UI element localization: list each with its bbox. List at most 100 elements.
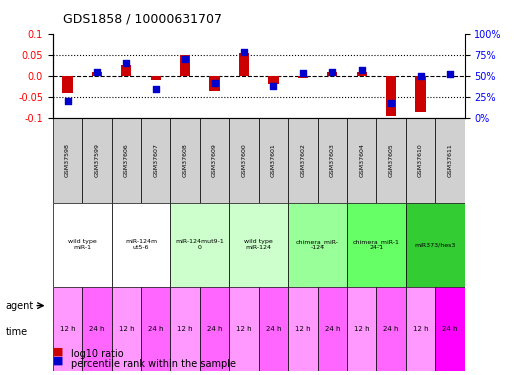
FancyBboxPatch shape: [259, 118, 288, 202]
Text: chimera_miR-1
24-1: chimera_miR-1 24-1: [353, 239, 400, 250]
Bar: [180, 55, 190, 76]
FancyBboxPatch shape: [111, 287, 141, 371]
FancyBboxPatch shape: [171, 202, 229, 287]
Point: [357, 67, 366, 73]
Text: GSM37598: GSM37598: [65, 143, 70, 177]
FancyBboxPatch shape: [82, 287, 111, 371]
Bar: [356, 72, 367, 76]
Text: GSM37603: GSM37603: [330, 143, 335, 177]
FancyBboxPatch shape: [171, 287, 200, 371]
Text: GSM37601: GSM37601: [271, 144, 276, 177]
Text: ■: ■: [53, 346, 63, 356]
Text: 12 h: 12 h: [236, 326, 252, 332]
Text: time: time: [5, 327, 27, 337]
Bar: [92, 72, 102, 76]
Text: miR373/hes3: miR373/hes3: [414, 242, 456, 247]
Bar: [121, 65, 131, 76]
Point: [328, 69, 336, 75]
Bar: [327, 72, 337, 76]
Text: GSM37604: GSM37604: [359, 143, 364, 177]
Text: GSM37610: GSM37610: [418, 144, 423, 177]
Text: 24 h: 24 h: [266, 326, 281, 332]
FancyBboxPatch shape: [288, 202, 347, 287]
Text: GDS1858 / 10000631707: GDS1858 / 10000631707: [63, 12, 222, 26]
FancyBboxPatch shape: [111, 118, 141, 202]
Text: 24 h: 24 h: [442, 326, 458, 332]
Text: GSM37599: GSM37599: [95, 143, 99, 177]
FancyBboxPatch shape: [288, 287, 317, 371]
Text: wild type
miR-1: wild type miR-1: [68, 239, 97, 250]
Text: 12 h: 12 h: [354, 326, 370, 332]
FancyBboxPatch shape: [347, 118, 376, 202]
Text: GSM37606: GSM37606: [124, 144, 129, 177]
FancyBboxPatch shape: [229, 202, 288, 287]
Point: [181, 56, 190, 62]
Text: wild type
miR-124: wild type miR-124: [244, 239, 273, 250]
Text: log10 ratio: log10 ratio: [71, 350, 124, 359]
FancyBboxPatch shape: [317, 287, 347, 371]
Text: GSM37607: GSM37607: [153, 143, 158, 177]
Point: [269, 83, 278, 89]
Bar: [298, 76, 308, 78]
Point: [152, 86, 160, 92]
Bar: [386, 76, 396, 116]
Point: [122, 60, 130, 66]
Text: 24 h: 24 h: [207, 326, 222, 332]
Text: 12 h: 12 h: [177, 326, 193, 332]
Point: [93, 69, 101, 75]
FancyBboxPatch shape: [435, 287, 465, 371]
FancyBboxPatch shape: [111, 202, 171, 287]
Point: [63, 98, 72, 104]
Bar: [268, 76, 279, 84]
Text: GSM37605: GSM37605: [389, 144, 393, 177]
Text: GSM37608: GSM37608: [183, 144, 187, 177]
Text: 24 h: 24 h: [148, 326, 164, 332]
Point: [387, 100, 395, 106]
FancyBboxPatch shape: [53, 287, 82, 371]
Bar: [62, 76, 73, 93]
FancyBboxPatch shape: [229, 118, 259, 202]
Text: ■: ■: [53, 356, 63, 366]
Point: [240, 50, 248, 55]
Text: GSM37600: GSM37600: [241, 144, 247, 177]
FancyBboxPatch shape: [347, 287, 376, 371]
Text: GSM37609: GSM37609: [212, 143, 217, 177]
Text: 12 h: 12 h: [60, 326, 76, 332]
Text: 24 h: 24 h: [89, 326, 105, 332]
Point: [210, 80, 219, 86]
FancyBboxPatch shape: [376, 287, 406, 371]
Text: 12 h: 12 h: [295, 326, 310, 332]
FancyBboxPatch shape: [347, 202, 406, 287]
Bar: [150, 76, 161, 80]
FancyBboxPatch shape: [435, 118, 465, 202]
Bar: [239, 53, 249, 76]
FancyBboxPatch shape: [229, 287, 259, 371]
FancyBboxPatch shape: [317, 118, 347, 202]
Point: [446, 71, 454, 77]
FancyBboxPatch shape: [259, 287, 288, 371]
FancyBboxPatch shape: [82, 118, 111, 202]
Bar: [210, 76, 220, 91]
Text: GSM37602: GSM37602: [300, 143, 305, 177]
Text: 24 h: 24 h: [325, 326, 340, 332]
FancyBboxPatch shape: [53, 118, 82, 202]
FancyBboxPatch shape: [141, 118, 171, 202]
FancyBboxPatch shape: [406, 202, 465, 287]
Text: 24 h: 24 h: [383, 326, 399, 332]
FancyBboxPatch shape: [406, 118, 435, 202]
Point: [416, 73, 425, 79]
FancyBboxPatch shape: [171, 118, 200, 202]
FancyBboxPatch shape: [200, 118, 229, 202]
Text: 12 h: 12 h: [118, 326, 134, 332]
Text: miR-124mut9-1
0: miR-124mut9-1 0: [175, 239, 224, 250]
Text: GSM37611: GSM37611: [447, 144, 452, 177]
FancyBboxPatch shape: [288, 118, 317, 202]
Text: miR-124m
ut5-6: miR-124m ut5-6: [125, 239, 157, 250]
FancyBboxPatch shape: [406, 287, 435, 371]
Text: percentile rank within the sample: percentile rank within the sample: [71, 359, 237, 369]
Text: 12 h: 12 h: [413, 326, 428, 332]
Text: chimera_miR-
-124: chimera_miR- -124: [296, 239, 339, 250]
FancyBboxPatch shape: [376, 118, 406, 202]
FancyBboxPatch shape: [53, 202, 111, 287]
Point: [299, 70, 307, 76]
